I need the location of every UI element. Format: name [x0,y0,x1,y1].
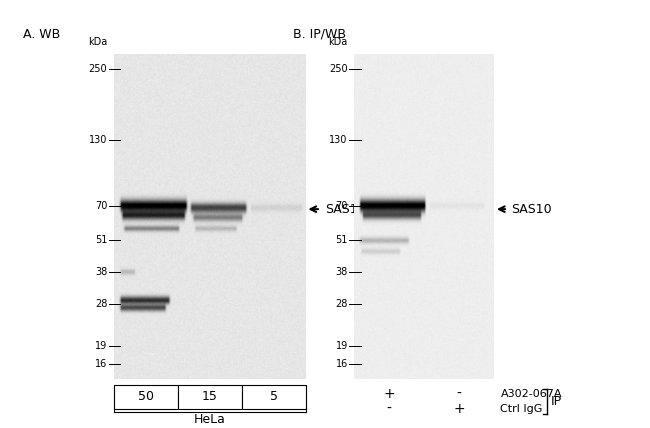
Text: HeLa: HeLa [194,413,226,426]
Text: 19: 19 [95,341,107,351]
Text: 16: 16 [95,360,107,369]
Text: 70: 70 [335,201,348,211]
Text: 130: 130 [89,135,107,145]
Text: -: - [387,402,391,416]
Text: +: + [384,387,395,401]
Text: 51: 51 [335,235,348,245]
Text: kDa: kDa [88,37,107,47]
Text: 28: 28 [95,300,107,309]
Text: 38: 38 [95,267,107,276]
Text: 130: 130 [330,135,348,145]
Text: 70: 70 [95,201,107,211]
Text: Ctrl IgG: Ctrl IgG [500,404,543,414]
Text: kDa: kDa [328,37,348,47]
Text: A. WB: A. WB [23,28,60,41]
Text: 50: 50 [138,390,153,404]
Text: 250: 250 [329,65,348,74]
Text: 28: 28 [335,300,348,309]
Text: SAS10: SAS10 [325,203,365,216]
Text: SAS10: SAS10 [511,203,551,216]
Text: -: - [457,387,462,401]
Text: A302-067A: A302-067A [500,389,562,399]
Text: 5: 5 [270,390,278,404]
Text: 51: 51 [95,235,107,245]
Text: 16: 16 [335,360,348,369]
Text: 19: 19 [335,341,348,351]
Text: 250: 250 [88,65,107,74]
Text: +: + [453,402,465,416]
Text: IP: IP [551,395,562,408]
Text: 15: 15 [202,390,218,404]
Text: 38: 38 [335,267,348,276]
Text: B. IP/WB: B. IP/WB [292,28,346,41]
